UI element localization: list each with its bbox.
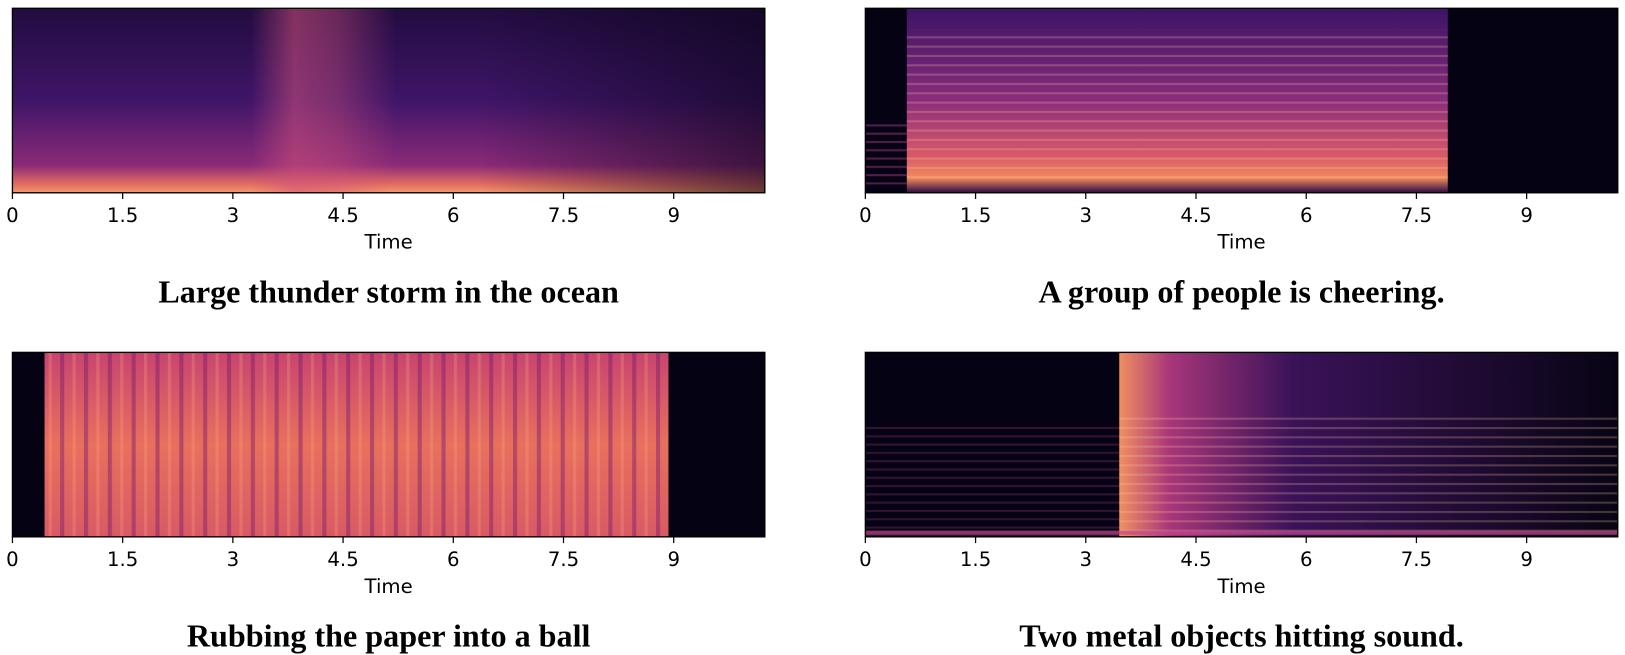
x-tick-label: 9 [1520, 548, 1533, 571]
x-tick-label: 9 [1520, 204, 1533, 227]
x-tick-label: 3 [227, 548, 240, 571]
x-tick-label: 7.5 [548, 204, 579, 227]
x-tick-label: 3 [1080, 548, 1093, 571]
x-tick-label: 0 [859, 204, 872, 227]
x-tick-label: 7.5 [1401, 548, 1432, 571]
x-tick-label: 1.5 [107, 204, 138, 227]
x-tick-label: 1.5 [960, 204, 991, 227]
caption: A group of people is cheering. [1038, 274, 1444, 310]
x-tick-label: 4.5 [1180, 548, 1211, 571]
caption: Rubbing the paper into a ball [187, 618, 591, 654]
x-tick-label: 0 [6, 548, 19, 571]
x-tick-label: 6 [447, 548, 460, 571]
x-tick-label: 0 [6, 204, 19, 227]
x-tick-label: 9 [667, 204, 680, 227]
plot-frame [11, 7, 766, 194]
x-axis-label: Time [1216, 231, 1265, 254]
x-tick-label: 6 [1300, 548, 1313, 571]
x-tick-label: 7.5 [1401, 204, 1432, 227]
x-tick-label: 0 [859, 548, 872, 571]
caption: Two metal objects hitting sound. [1019, 618, 1464, 654]
x-tick-label: 9 [667, 548, 680, 571]
x-axis-label: Time [364, 231, 413, 254]
spectrogram-image [865, 8, 1618, 193]
x-tick-label: 3 [1080, 204, 1093, 227]
spectrogram-image [865, 352, 1618, 537]
x-tick-label: 7.5 [548, 548, 579, 571]
x-tick-label: 4.5 [1180, 204, 1211, 227]
x-tick-label: 1.5 [960, 548, 991, 571]
x-tick-label: 4.5 [327, 204, 358, 227]
x-axis-label: Time [1216, 575, 1265, 598]
caption: Large thunder storm in the ocean [158, 274, 619, 310]
x-tick-label: 1.5 [107, 548, 138, 571]
x-tick-label: 6 [447, 204, 460, 227]
plot-frame [11, 351, 766, 538]
spectrogram-image [12, 8, 765, 193]
x-tick-label: 6 [1300, 204, 1313, 227]
spectrogram-image [12, 352, 765, 537]
plot-frame [864, 351, 1619, 538]
x-axis-label: Time [364, 575, 413, 598]
x-tick-label: 3 [227, 204, 240, 227]
x-tick-label: 4.5 [327, 548, 358, 571]
plot-frame [864, 7, 1619, 194]
